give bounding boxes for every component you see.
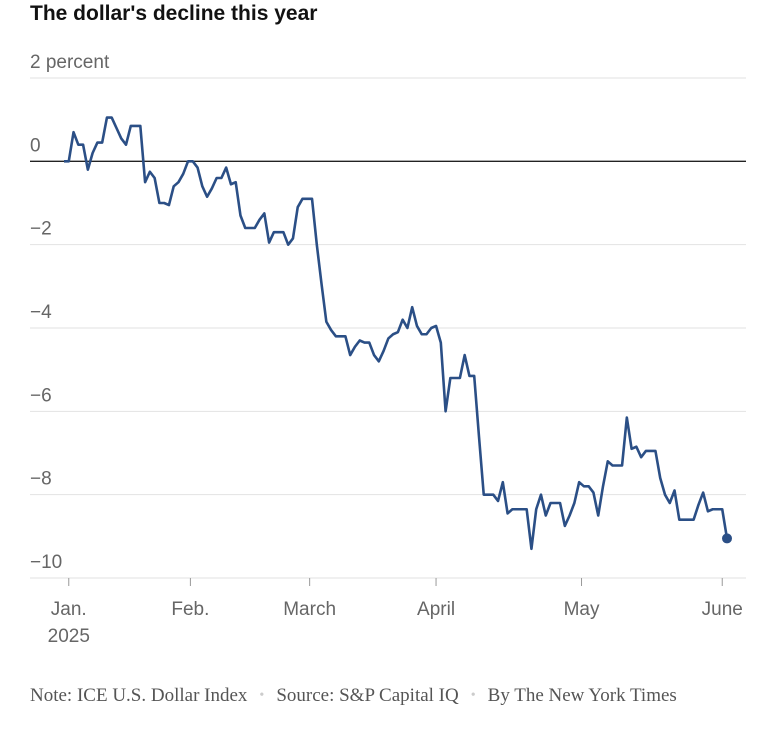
y-tick-label: 0 [30,135,41,156]
x-axis-year: 2025 [48,626,90,647]
x-tick-label: Jan. [51,599,87,620]
end-dot [722,533,732,544]
line [64,116,729,551]
x-tick-label: June [702,599,743,620]
y-tick-label: 2 percent [30,52,110,73]
footer: Note: ICE U.S. Dollar IndexSource: S&P C… [30,682,750,709]
footer-note: Source: S&P Capital IQ [247,685,458,706]
y-tick-label: −10 [30,552,62,573]
y-tick-label: −2 [30,219,52,240]
y-tick-label: −4 [30,302,52,323]
x-tick-label: May [564,599,600,620]
x-tick-label: Feb. [171,599,209,620]
footer-note: By The New York Times [459,685,677,706]
x-tick-label: March [283,599,336,620]
y-tick-label: −6 [30,385,52,406]
x-tick-label: April [417,599,455,620]
y-tick-label: −8 [30,469,52,490]
chart: 2 percent 0 −2 −4 −6 −8 −10 Jan. 2025 Feb. March Ap… [30,52,746,647]
footer-note: Note: ICE U.S. Dollar Index [30,685,248,706]
chart-title: The dollar's decline this year [30,2,318,25]
